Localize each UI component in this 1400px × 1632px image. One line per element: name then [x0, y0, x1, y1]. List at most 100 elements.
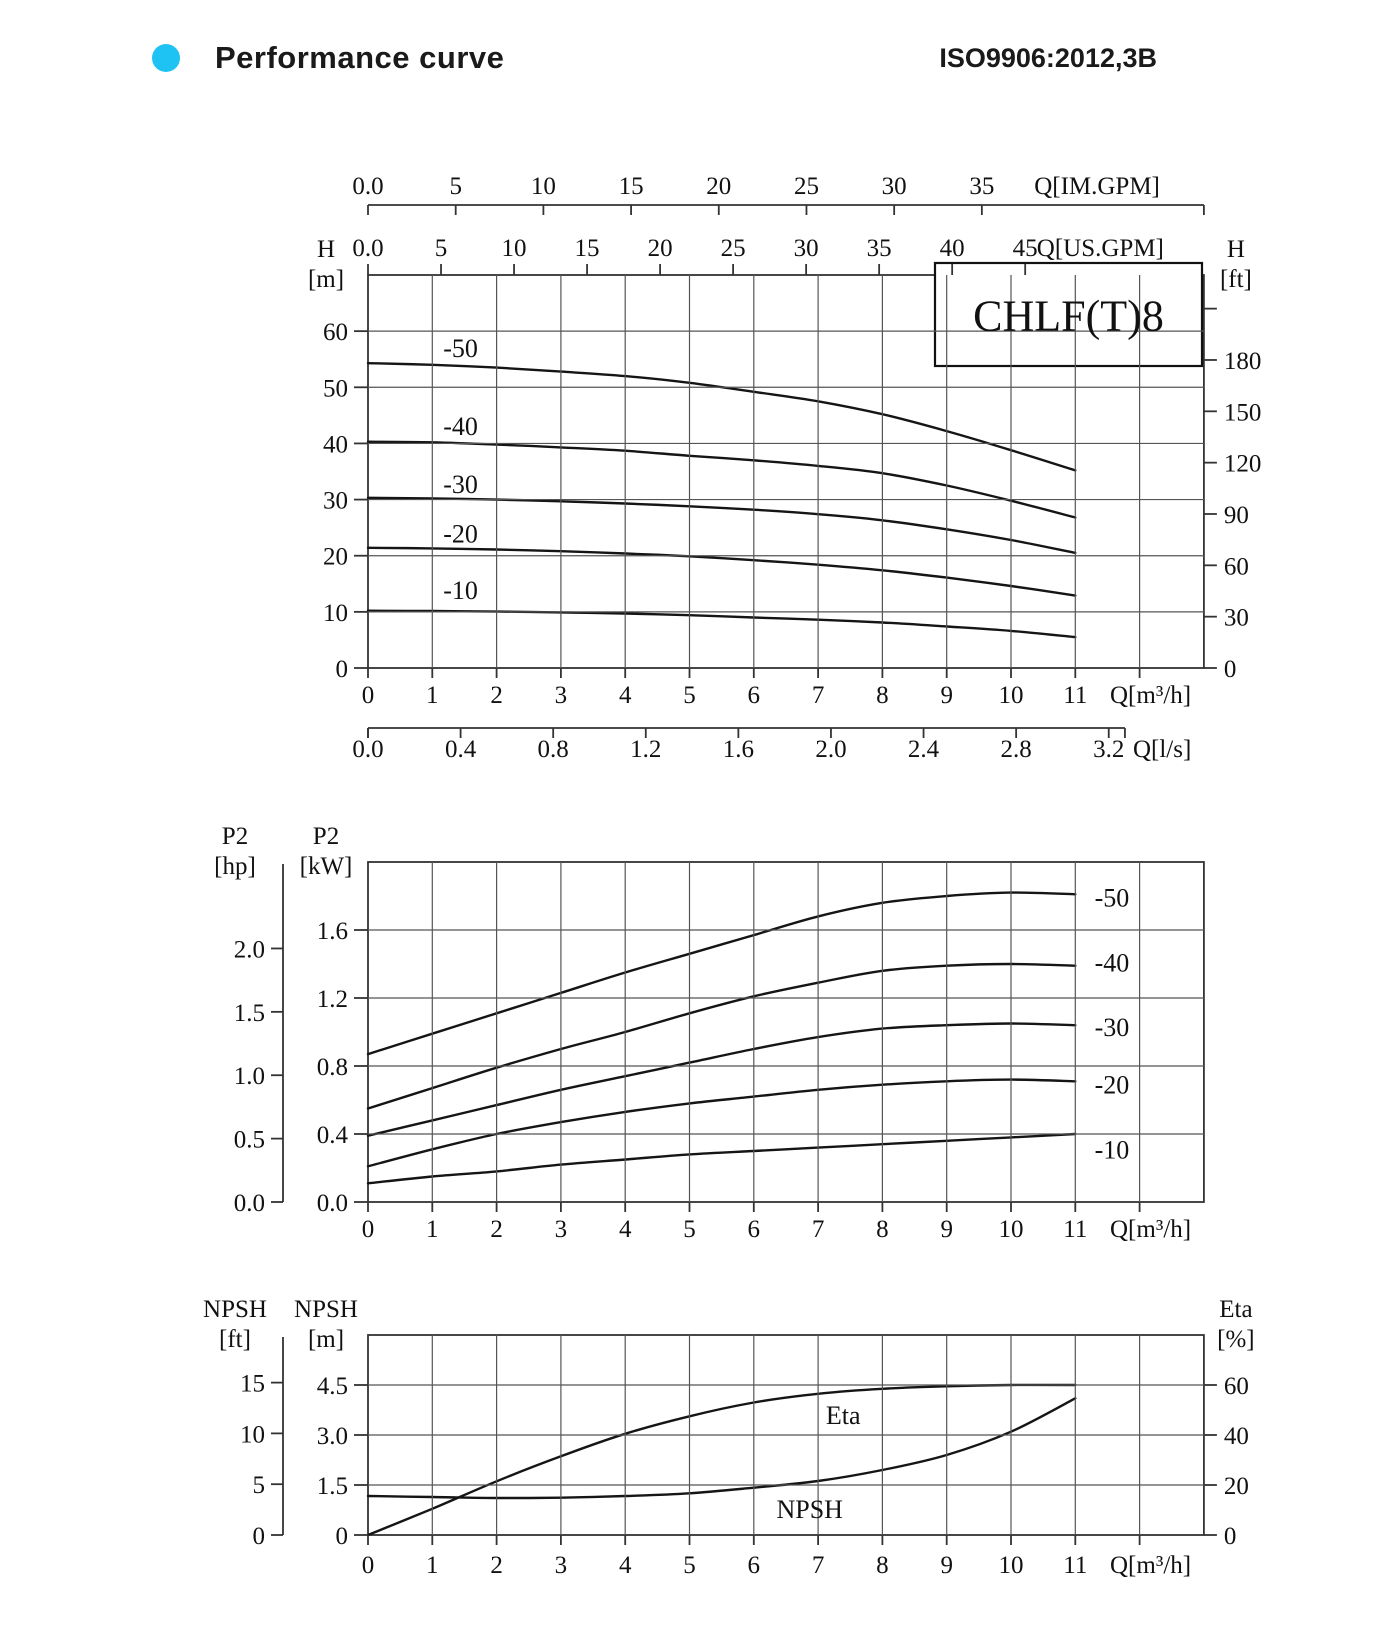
tick-label-y-outer: 0.5	[234, 1127, 265, 1154]
curve-30	[366, 1022, 1077, 1137]
tick-label-y-outer: 15	[240, 1371, 265, 1398]
page-title: Performance curve	[215, 40, 505, 75]
tick-label-x: 3	[555, 1552, 568, 1579]
chart-head	[366, 261, 1205, 669]
tick-label-ls: 0.4	[445, 736, 477, 763]
tick-label-im: 30	[882, 173, 907, 200]
tick-label-x: 9	[940, 1216, 953, 1243]
curve-20	[366, 1078, 1077, 1168]
tick-label-y-outer: 2.0	[234, 936, 265, 963]
tick-label-x: 1	[426, 682, 439, 709]
tick-label-us: 45	[1013, 235, 1038, 262]
model-box	[933, 261, 1204, 368]
tick-label-y-left: 0	[336, 1523, 349, 1550]
tick-label-us: 15	[575, 235, 600, 262]
tick-label-y-right: 60	[1224, 1373, 1249, 1400]
tick-label-im: 35	[969, 173, 994, 200]
axis-title: [ft]	[219, 1326, 251, 1353]
tick-label-y-right: 60	[1224, 553, 1249, 580]
plot-border	[367, 861, 1205, 1203]
axis-title: [ft]	[1220, 266, 1252, 293]
tick-label-x: 8	[876, 1552, 889, 1579]
tick-label-x: 3	[555, 682, 568, 709]
tick-label-im: 25	[794, 173, 819, 200]
tick-label-y-left: 0.8	[317, 1054, 348, 1081]
tick-label-us: 40	[940, 235, 965, 262]
tick-label-us: 5	[435, 235, 448, 262]
axis-title: [hp]	[214, 853, 256, 880]
curve-label: -10	[443, 576, 478, 605]
axis-title: H	[1227, 236, 1245, 263]
axis-title: P2	[313, 823, 339, 850]
tick-label-y-left: 10	[323, 600, 348, 627]
model-label: CHLF(T)8	[973, 292, 1164, 341]
axis-title: [m]	[308, 1326, 344, 1353]
tick-label-y-right: 30	[1224, 605, 1249, 632]
tick-label-x: 10	[999, 1216, 1024, 1243]
curve-label: -10	[1095, 1135, 1130, 1164]
curve-10	[366, 609, 1077, 639]
axis-title: Eta	[1219, 1296, 1252, 1323]
curve-Eta	[366, 1383, 1077, 1537]
tick-label-x: 6	[748, 1216, 761, 1243]
tick-label-y-left: 40	[323, 431, 348, 458]
tick-label-x: 9	[940, 1552, 953, 1579]
chart-power	[366, 861, 1205, 1203]
curve-50	[366, 891, 1077, 1056]
tick-label-y-left: 3.0	[317, 1423, 348, 1450]
tick-label-x: 11	[1063, 1552, 1087, 1579]
tick-label-y-right: 90	[1224, 502, 1249, 529]
tick-label-x: 5	[683, 1552, 696, 1579]
tick-label-ls: 2.0	[815, 736, 846, 763]
tick-label-y-left: 0	[336, 656, 349, 683]
tick-label-us: 35	[867, 235, 892, 262]
curve-20	[366, 546, 1077, 597]
tick-label-y-right: 0	[1224, 1523, 1237, 1550]
tick-label-x: 2	[490, 1552, 503, 1579]
curve-label: -30	[443, 470, 478, 499]
tick-label-ls: 0.8	[538, 736, 569, 763]
axis-title: NPSH	[203, 1296, 267, 1323]
tick-label-y-outer: 10	[240, 1421, 265, 1448]
tick-label-y-left: 4.5	[317, 1373, 348, 1400]
x-unit-label: Q[m³/h]	[1110, 1216, 1191, 1243]
tick-label-x: 4	[619, 1552, 632, 1579]
tick-label-ls: 2.4	[908, 736, 940, 763]
tick-label-x: 3	[555, 1216, 568, 1243]
tick-label-x: 7	[812, 1552, 825, 1579]
tick-label-y-left: 20	[323, 544, 348, 571]
tick-label-us: 30	[794, 235, 819, 262]
us-unit-label: Q[US.GPM]	[1037, 235, 1164, 262]
tick-label-x: 1	[426, 1216, 439, 1243]
tick-label-x: 6	[748, 682, 761, 709]
curve-label: -20	[1095, 1071, 1130, 1100]
plot-border	[367, 274, 1205, 669]
curve-10	[366, 1132, 1077, 1185]
tick-label-y-left: 0.4	[317, 1122, 349, 1149]
x-unit-label: Q[m³/h]	[1110, 1552, 1191, 1579]
tick-label-x: 9	[940, 682, 953, 709]
tick-label-y-outer: 1.5	[234, 1000, 265, 1027]
tick-label-y-outer: 5	[253, 1472, 266, 1499]
tick-label-x: 6	[748, 1552, 761, 1579]
tick-label-y-right: 150	[1224, 399, 1262, 426]
curve-label: -20	[443, 519, 478, 548]
tick-label-us: 25	[721, 235, 746, 262]
tick-label-im: 5	[449, 173, 462, 200]
tick-label-y-outer: 1.0	[234, 1063, 265, 1090]
tick-label-im: 20	[706, 173, 731, 200]
axis-title: NPSH	[294, 1296, 358, 1323]
tick-label-x: 11	[1063, 1216, 1087, 1243]
axis-title: [m]	[308, 266, 344, 293]
tick-label-us: 0.0	[352, 235, 383, 262]
tick-label-x: 10	[999, 682, 1024, 709]
tick-label-x: 5	[683, 1216, 696, 1243]
curve-label: -30	[1095, 1013, 1130, 1042]
tick-label-x: 11	[1063, 682, 1087, 709]
tick-label-y-outer: 0.0	[234, 1190, 265, 1217]
curve-label: NPSH	[776, 1495, 843, 1524]
tick-label-x: 7	[812, 682, 825, 709]
curve-40	[366, 440, 1077, 519]
tick-label-us: 20	[648, 235, 673, 262]
tick-label-y-right: 180	[1224, 348, 1262, 375]
